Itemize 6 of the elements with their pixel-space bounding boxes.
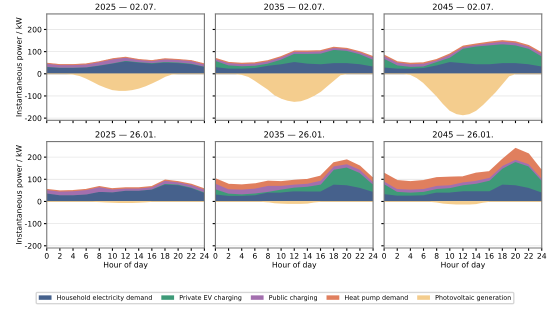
chart-title: 2025 — 02.07. bbox=[96, 4, 156, 10]
chart-title: 2045 — 02.07. bbox=[432, 4, 493, 10]
chart-title: 2035 — 02.07. bbox=[264, 4, 324, 10]
chart-title: 2045 — 26.01. bbox=[432, 131, 493, 138]
chart-title: 2025 — 26.01. bbox=[96, 131, 156, 138]
chart-title: 2035 — 26.01. bbox=[264, 131, 324, 138]
